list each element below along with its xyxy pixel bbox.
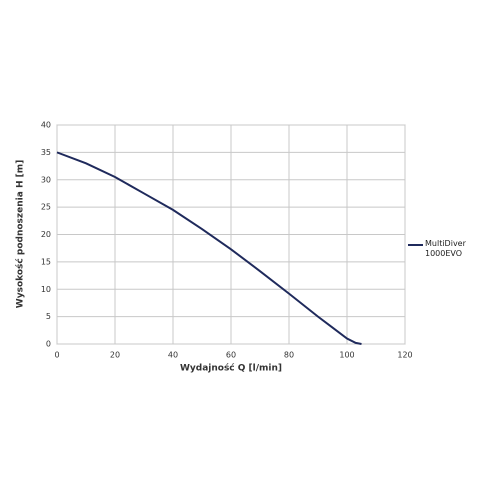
series-line <box>56 151 362 345</box>
y-tick-label: 35 <box>41 148 51 157</box>
y-tick-label: 40 <box>41 121 51 130</box>
y-tick-label: 15 <box>41 257 51 266</box>
y-tick-label: 20 <box>41 230 51 239</box>
y-tick-label: 0 <box>46 340 51 349</box>
x-tick-label: 0 <box>54 351 59 360</box>
y-tick-label: 10 <box>41 285 51 294</box>
y-tick-label: 30 <box>41 175 51 184</box>
x-axis-label: Wydajność Q [l/min] <box>180 363 282 374</box>
y-axis-label: Wysokość podnoszenia H [m] <box>15 160 26 308</box>
y-tick-label: 5 <box>46 312 51 321</box>
x-tick-label: 20 <box>110 351 120 360</box>
y-tick-label: 25 <box>41 203 51 212</box>
x-tick-label: 40 <box>168 351 178 360</box>
x-tick-label: 60 <box>226 351 236 360</box>
legend-label: MultiDiver 1000EVO <box>425 239 466 258</box>
x-tick-label: 80 <box>284 351 294 360</box>
x-tick-label: 100 <box>339 351 354 360</box>
x-tick-label: 120 <box>397 351 412 360</box>
